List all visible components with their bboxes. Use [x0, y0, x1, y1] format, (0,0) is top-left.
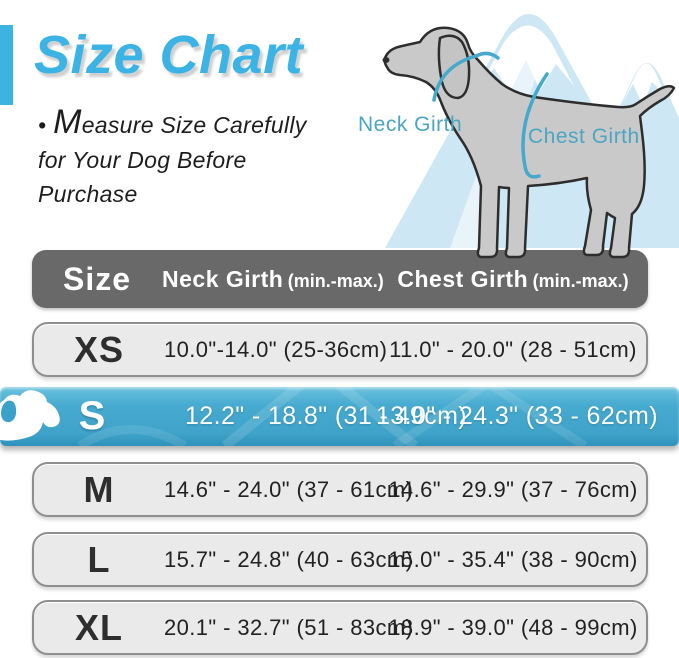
- neck-range: 14.6" - 24.0" (37 - 61cm): [164, 476, 414, 502]
- note-text: easure Size Carefully for Your Dog Befor…: [38, 112, 307, 207]
- header-size: Size: [62, 260, 132, 297]
- neck-range: 10.0"-14.0" (25-36cm): [164, 336, 388, 362]
- size-label: XS: [73, 328, 125, 370]
- size-label: L: [87, 538, 111, 580]
- size-label: S: [78, 394, 107, 438]
- size-row-s-highlighted: S 12.2" - 18.8" (31 - 49cm) 13.0" - 24.3…: [0, 387, 679, 446]
- table-header: Size Neck Girth (min.-max.) Chest Girth …: [32, 250, 648, 308]
- chest-range: 18.9" - 39.0" (48 - 99cm): [388, 614, 638, 640]
- chest-range: 15.0" - 35.4" (38 - 90cm): [388, 546, 638, 572]
- size-row-l: L 15.7" - 24.8" (40 - 63cm) 15.0" - 35.4…: [32, 532, 648, 587]
- size-row-xl: XL 20.1" - 32.7" (51 - 83cm) 18.9" - 39.…: [32, 600, 648, 655]
- size-row-xs: XS 10.0"-14.0" (25-36cm) 11.0" - 20.0" (…: [32, 322, 648, 377]
- girth-lines: [432, 51, 549, 179]
- chest-girth-line: [521, 72, 549, 179]
- note-bullet: •: [38, 112, 47, 138]
- neck-girth-line: [432, 54, 478, 102]
- neck-range: 20.1" - 32.7" (51 - 83cm): [164, 614, 414, 640]
- neck-range: 15.7" - 24.8" (40 - 63cm): [164, 546, 414, 572]
- dog-nose: [382, 57, 390, 63]
- neck-girth-line-top: [474, 51, 500, 60]
- measure-note: • Measure Size Carefully for Your Dog Be…: [38, 105, 330, 212]
- chest-range: 14.6" - 29.9" (37 - 76cm): [388, 476, 638, 502]
- page-title: Size Chart: [34, 25, 304, 85]
- chest-range: 11.0" - 20.0" (28 - 51cm): [389, 336, 637, 362]
- header-chest-girth: Chest Girth (min.-max.): [397, 265, 629, 292]
- size-label: M: [83, 468, 115, 510]
- size-row-m: M 14.6" - 24.0" (37 - 61cm) 14.6" - 29.9…: [32, 462, 648, 517]
- chest-girth-label: Chest Girth: [528, 125, 640, 148]
- dog-head-icon: [0, 390, 60, 441]
- header-neck-girth: Neck Girth (min.-max.): [162, 265, 384, 292]
- size-label: XL: [74, 606, 123, 648]
- dog-illustration: Neck Girth Chest Girth: [358, 14, 679, 259]
- note-initial: M: [53, 103, 82, 141]
- neck-girth-label: Neck Girth: [358, 113, 462, 136]
- title-accent-bar: [0, 25, 13, 105]
- chest-range: 13.0" - 24.3" (33 - 62cm): [375, 402, 659, 430]
- neck-range: 12.2" - 18.8" (31 - 49cm): [185, 402, 468, 430]
